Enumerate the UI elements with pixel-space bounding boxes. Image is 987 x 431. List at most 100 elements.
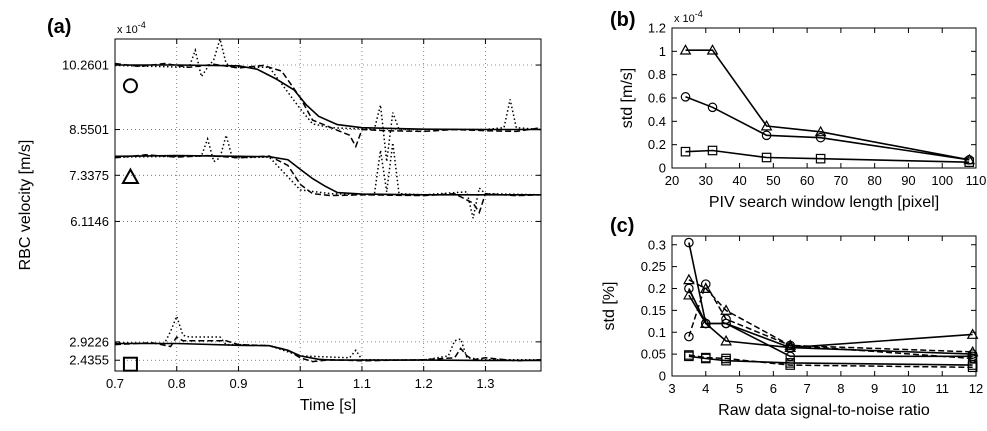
x-axis-label: Time [s] [300,397,356,414]
marker-square [815,153,826,164]
y-tick-label: 0.6 [648,91,666,106]
x-tick-label: 80 [867,173,881,188]
marker-circle [684,283,694,294]
y-tick-label: 0.8 [648,67,666,82]
marker-circle [707,102,718,113]
marker-triangle [966,345,979,357]
panel-b: 20 30 40 50 60 70 80 90 100 110 0 0.2 0.4 0.6 0.8 1 1.2 P… [610,9,986,211]
marker-circle [684,237,694,248]
series-line-dashed [114,154,542,215]
y-tick-label: 7.3375 [69,168,109,183]
marker-circle [122,78,138,94]
panel-label: (c) [610,215,634,237]
axes-box [114,38,542,372]
marker-triangle [699,282,712,293]
y-tick-label: 2.9226 [69,334,109,349]
x-tick-label: 40 [732,173,746,188]
x-tick-label: 0.8 [168,376,186,391]
x-tick-label: 30 [699,173,713,188]
series-line-dashed [114,335,542,363]
series-line-solid [115,342,541,362]
series-line-dotted [114,36,542,162]
marker-circle [721,318,731,329]
series-line-dashed [688,354,973,369]
marker-triangle [784,341,797,353]
series-line-dotted [114,132,542,219]
panel-c: 3 4 5 6 7 8 9 10 11 12 0 0.05 0.1 0.15 0.2 0.25 0.3 Raw d… [601,215,983,419]
x-tick-label: 8 [837,381,844,396]
x-tick-label: 60 [800,173,814,188]
marker-square [700,352,711,363]
marker-triangle [760,119,773,131]
y-tick-label: 0.4 [648,114,666,129]
y-tick-label: 1.2 [648,21,666,36]
y-tick-label: 1 [659,44,666,59]
y-multiplier: x 10-4 [117,20,146,36]
marker-square [721,353,731,364]
series-line-dotted [114,314,541,361]
marker-square [967,362,978,373]
marker-circle [815,132,826,143]
x-tick-label: 70 [834,173,848,188]
series-line-solid [688,288,973,358]
y-axis-label: RBC velocity [m/s] [17,140,34,271]
x-tick-label: 1 [297,376,304,391]
y-tick-label: 0.05 [641,347,666,362]
x-axis-label: PIV search window length [pixel] [709,194,939,211]
x-tick-label: 10 [901,381,915,396]
series-line-solid [114,154,541,196]
series-line-solid [685,96,970,161]
marker-triangle [679,44,692,55]
x-tick-label: 1.1 [353,376,371,391]
marker-square [122,356,138,372]
y-tick-label: 0.25 [641,259,666,274]
x-tick-label: 0.9 [229,376,247,391]
series-line-solid [688,294,973,349]
marker-square [964,157,975,167]
x-tick-label: 9 [871,381,878,396]
x-tick-label: 6 [770,381,777,396]
panel-label: (b) [610,9,636,31]
axes-box [671,235,977,377]
y-tick-label: 0 [659,369,666,384]
series-line-solid [688,355,973,366]
x-tick-label: 1.3 [476,376,494,391]
x-tick-label: 90 [901,173,915,188]
marker-circle [680,92,691,102]
y-tick-label: 6.1146 [70,214,109,229]
y-tick-label: 8.5501 [69,122,109,137]
marker-triangle [121,167,140,185]
x-tick-label: 11 [935,381,949,396]
marker-triangle [784,339,797,350]
marker-square [785,360,796,370]
y-tick-label: 0.1 [648,325,666,340]
y-tick-label: 0.2 [648,137,666,152]
marker-square [684,350,694,360]
series-line-solid [685,149,970,163]
marker-triangle [683,273,695,285]
series-line-solid [685,49,970,161]
series-line-solid [115,64,541,131]
y-tick-label: 0.2 [648,281,666,296]
y-axis-label: std [%] [601,282,618,331]
series-line-dashed [688,279,973,353]
y-tick-label: 2.4355 [69,353,109,368]
y-tick-label: 0 [659,161,666,176]
x-tick-label: 4 [702,381,709,396]
x-tick-label: 12 [969,381,983,396]
marker-circle [761,130,772,141]
marker-square [680,146,691,157]
x-tick-label: 20 [665,173,679,188]
x-tick-label: 110 [966,173,987,188]
panel-label: (a) [47,16,71,38]
x-tick-label: 1.2 [415,376,433,391]
y-tick-label: 0.15 [641,303,666,318]
marker-triangle [720,334,732,346]
y-multiplier: x 10-4 [674,9,703,25]
marker-circle [684,331,694,342]
y-axis-label: std [m/s] [619,68,636,128]
x-tick-label: 5 [736,381,743,396]
y-tick-label: 10.2601 [62,58,109,73]
marker-circle [700,318,711,329]
